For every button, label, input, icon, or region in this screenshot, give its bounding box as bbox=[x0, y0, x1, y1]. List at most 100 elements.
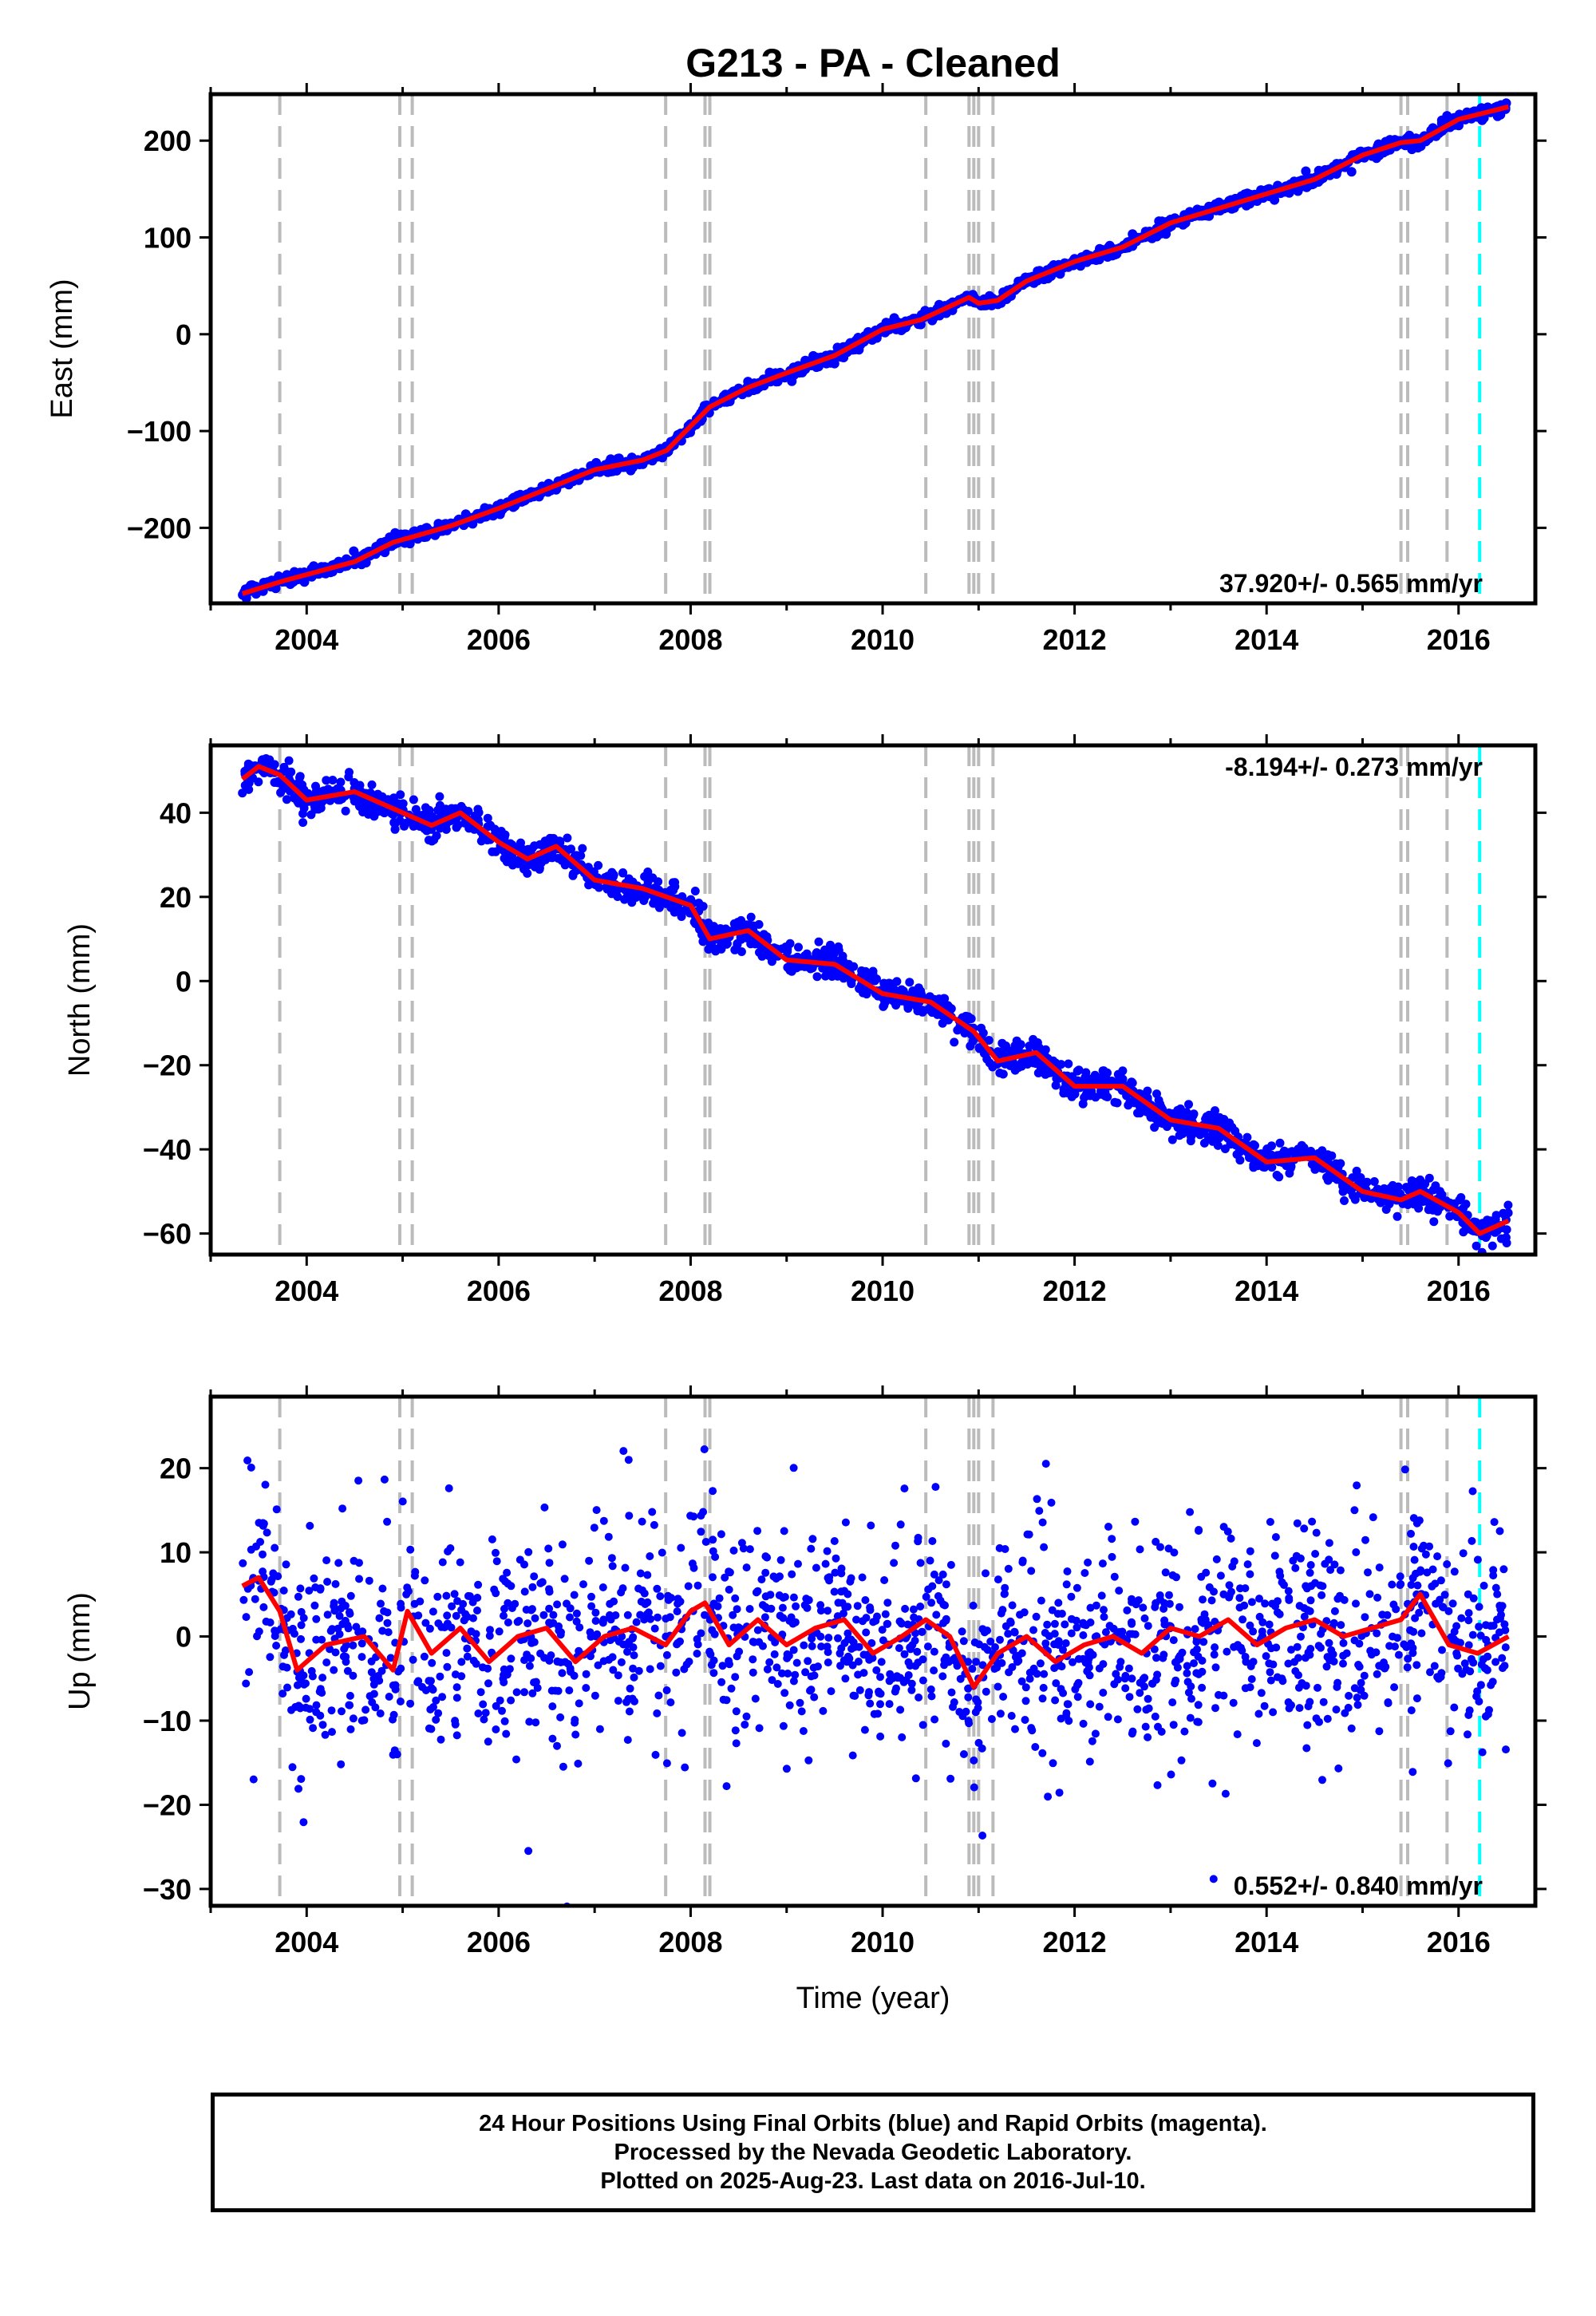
up-data-point bbox=[780, 1527, 788, 1535]
up-data-point bbox=[349, 1714, 358, 1723]
up-data-point bbox=[872, 1666, 881, 1674]
up-data-point bbox=[1446, 1727, 1455, 1736]
up-data-point bbox=[1483, 1666, 1491, 1674]
up-data-point bbox=[427, 1725, 436, 1733]
up-data-point bbox=[546, 1619, 555, 1628]
up-data-point bbox=[1084, 1558, 1092, 1567]
north-data-points bbox=[238, 754, 1513, 1255]
up-data-point bbox=[1139, 1603, 1148, 1612]
up-data-point bbox=[585, 1556, 594, 1565]
up-data-point bbox=[1304, 1702, 1313, 1710]
up-data-point bbox=[1365, 1590, 1374, 1599]
up-data-point bbox=[1246, 1621, 1254, 1630]
up-data-point bbox=[866, 1699, 875, 1708]
up-data-point bbox=[974, 1698, 982, 1706]
up-plot-area bbox=[239, 1397, 1510, 1906]
up-data-point bbox=[1246, 1683, 1254, 1692]
up-data-point bbox=[606, 1636, 614, 1645]
up-data-point bbox=[722, 1696, 731, 1705]
up-data-point bbox=[527, 1606, 535, 1614]
north-data-point bbox=[905, 978, 915, 987]
up-data-point bbox=[1443, 1560, 1452, 1568]
up-data-point bbox=[709, 1487, 717, 1496]
up-data-point bbox=[1345, 1691, 1353, 1700]
up-data-point bbox=[1177, 1756, 1186, 1765]
north-data-point bbox=[334, 795, 343, 804]
up-data-point bbox=[350, 1556, 358, 1565]
up-data-point bbox=[299, 1671, 308, 1680]
up-data-point bbox=[996, 1709, 1005, 1718]
up-data-point bbox=[1291, 1563, 1300, 1572]
up-data-point bbox=[1233, 1730, 1242, 1739]
up-data-point bbox=[772, 1663, 781, 1672]
up-data-point bbox=[709, 1547, 717, 1555]
north-data-point bbox=[855, 984, 864, 994]
up-data-point bbox=[310, 1574, 318, 1583]
up-data-point bbox=[1099, 1689, 1108, 1697]
up-data-point bbox=[1295, 1704, 1304, 1713]
north-data-point bbox=[803, 951, 812, 961]
up-data-point bbox=[650, 1520, 658, 1529]
up-data-point bbox=[1394, 1650, 1403, 1659]
up-data-point bbox=[1144, 1622, 1152, 1630]
north-panel: 2004 2006 2008 2010 2012 2014 2016−60−40−20020… bbox=[63, 734, 1547, 1307]
up-data-point bbox=[480, 1715, 488, 1724]
up-data-point bbox=[259, 1567, 267, 1576]
up-data-point bbox=[361, 1705, 370, 1714]
up-data-point bbox=[1199, 1595, 1207, 1604]
up-data-point bbox=[1468, 1487, 1477, 1496]
up-data-point bbox=[1381, 1662, 1390, 1671]
north-data-point bbox=[1428, 1205, 1438, 1215]
up-data-point bbox=[1153, 1780, 1162, 1789]
up-data-point bbox=[1312, 1528, 1321, 1537]
up-data-point bbox=[911, 1636, 919, 1645]
up-data-point bbox=[1464, 1641, 1473, 1650]
up-data-point bbox=[761, 1568, 770, 1577]
north-data-point bbox=[523, 868, 532, 878]
north-data-point bbox=[998, 1069, 1008, 1079]
north-data-point bbox=[1323, 1150, 1333, 1160]
up-data-point bbox=[1491, 1658, 1500, 1666]
east-x-tick-label: 2014 bbox=[1235, 623, 1298, 656]
up-data-point bbox=[1329, 1618, 1338, 1627]
up-data-point bbox=[429, 1607, 437, 1616]
up-data-point bbox=[676, 1637, 684, 1646]
up-data-point bbox=[1079, 1618, 1088, 1627]
north-y-tick-label: −60 bbox=[143, 1218, 192, 1251]
up-data-point bbox=[769, 1572, 778, 1581]
up-data-point bbox=[1273, 1608, 1282, 1617]
north-data-point bbox=[1153, 1118, 1163, 1128]
up-data-point bbox=[1407, 1580, 1416, 1589]
north-data-point bbox=[1017, 1061, 1026, 1071]
up-data-point bbox=[1104, 1523, 1112, 1531]
east-y-tick-label: −200 bbox=[127, 512, 192, 544]
north-data-point bbox=[341, 806, 350, 816]
north-data-point bbox=[765, 951, 775, 961]
up-data-point bbox=[806, 1686, 814, 1695]
up-data-point bbox=[1238, 1615, 1247, 1624]
up-data-point bbox=[1183, 1669, 1191, 1678]
east-y-tick-label: 200 bbox=[144, 124, 192, 157]
up-data-point bbox=[1364, 1568, 1372, 1577]
up-data-point bbox=[964, 1693, 973, 1701]
up-data-point bbox=[1266, 1518, 1274, 1526]
up-data-point bbox=[1404, 1654, 1412, 1663]
north-data-point bbox=[1362, 1177, 1372, 1187]
up-data-point bbox=[345, 1701, 354, 1709]
north-data-point bbox=[328, 776, 338, 785]
up-data-point bbox=[732, 1707, 741, 1716]
up-data-point bbox=[697, 1528, 705, 1536]
up-data-point bbox=[1004, 1564, 1013, 1573]
up-data-point bbox=[495, 1627, 504, 1636]
up-data-point bbox=[394, 1667, 403, 1676]
up-data-point bbox=[1124, 1664, 1133, 1673]
north-data-point bbox=[1297, 1140, 1306, 1150]
up-data-point bbox=[587, 1592, 595, 1601]
up-data-point bbox=[1212, 1555, 1221, 1563]
up-data-point bbox=[1152, 1675, 1160, 1684]
up-data-point bbox=[629, 1633, 638, 1642]
up-data-point bbox=[321, 1730, 330, 1739]
north-data-point bbox=[594, 860, 603, 870]
up-data-point bbox=[648, 1508, 657, 1516]
north-data-point bbox=[998, 1038, 1007, 1048]
